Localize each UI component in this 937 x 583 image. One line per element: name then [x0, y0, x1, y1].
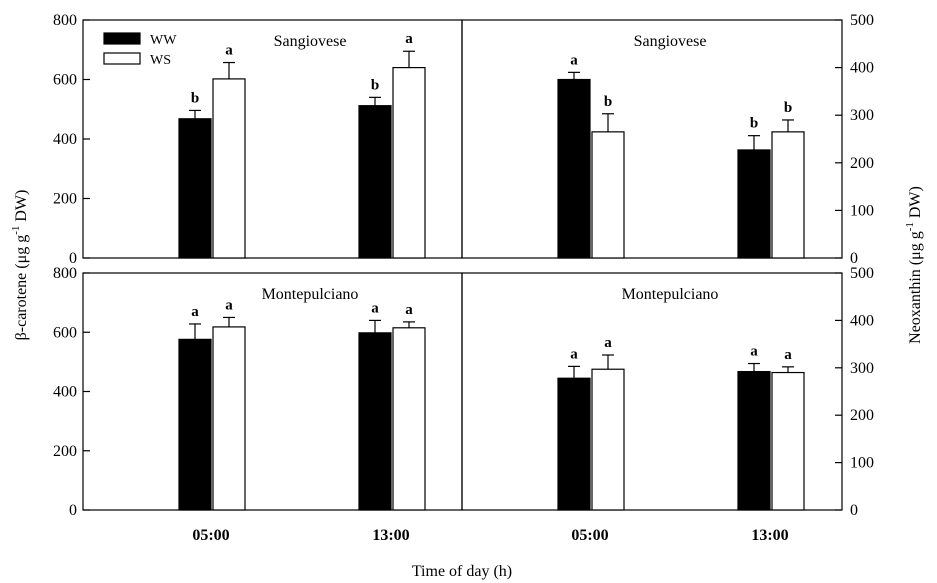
- panel-title: Montepulciano: [262, 286, 359, 303]
- significance-letter: b: [191, 90, 199, 106]
- bar-ws-0500: [591, 368, 625, 511]
- bar-ww-1300: [358, 105, 392, 259]
- y-tick-label: 400: [53, 131, 77, 148]
- y-tick-label: 200: [53, 191, 77, 208]
- legend: WW WS: [103, 32, 177, 68]
- y-tick-label: 200: [850, 407, 874, 424]
- panel-title: Sangiovese: [274, 33, 347, 50]
- y-tick-label: 600: [53, 72, 77, 89]
- legend-label-ww: WW: [150, 33, 177, 48]
- legend-swatch-ww: [103, 32, 141, 45]
- significance-letter: a: [225, 297, 233, 313]
- panel-title: Sangiovese: [634, 33, 707, 50]
- y-tick-label: 500: [850, 12, 874, 29]
- bar-ww-1300: [737, 370, 771, 511]
- y-tick-label: 800: [53, 12, 77, 29]
- x-axis-title: Time of day (h): [412, 563, 512, 580]
- x-category-label: 13:00: [751, 527, 788, 544]
- y-tick-label: 200: [53, 443, 77, 460]
- legend-swatch-ws: [103, 52, 141, 65]
- panel-beta-carotene-sangiovese: 0 200 400 600 800 Sangiovese b b a a: [53, 12, 463, 267]
- significance-letter: a: [405, 302, 413, 318]
- bar-ws-1300: [771, 371, 805, 511]
- y-tick-label: 400: [53, 384, 77, 401]
- significance-letter: b: [750, 116, 758, 132]
- panel-frame: [461, 272, 843, 511]
- significance-letter: a: [784, 347, 792, 363]
- significance-letter: a: [570, 346, 578, 362]
- bar-ww-0500: [557, 377, 591, 511]
- bar-ws-1300: [771, 131, 805, 259]
- panel-title: Montepulciano: [622, 286, 719, 303]
- significance-letter: a: [191, 304, 199, 320]
- significance-letter: b: [784, 100, 792, 116]
- y-tick-label: 300: [850, 360, 874, 377]
- significance-letter: a: [225, 43, 233, 59]
- y-tick-label: 100: [850, 455, 874, 472]
- bar-ws-0500: [212, 78, 246, 259]
- panel-beta-carotene-montepulciano: 0 200 400 600 800 Montepulciano a a a a 05:00 13:00: [53, 265, 463, 544]
- legend-label-ws: WS: [150, 53, 171, 68]
- bar-ws-0500: [212, 326, 246, 511]
- y-tick-label: 600: [53, 324, 77, 341]
- y-tick-label: 400: [850, 60, 874, 77]
- significance-letter: a: [750, 344, 758, 360]
- bar-ws-1300: [392, 66, 426, 259]
- significance-letter: a: [405, 31, 413, 47]
- bar-ww-0500: [178, 118, 212, 259]
- panel-neoxanthin-sangiovese: 0 100 200 300 400 500 Sangiovese a b b b: [461, 12, 874, 267]
- y-tick-label: 100: [850, 202, 874, 219]
- significance-letter: a: [604, 335, 612, 351]
- significance-letter: b: [371, 77, 379, 93]
- right-y-axis-title: Neoxanthin (μg g-1 DW): [904, 186, 924, 344]
- y-tick-label: 0: [69, 502, 77, 519]
- left-y-axis-title: β-carotene (μg g-1 DW): [10, 190, 30, 341]
- x-category-label: 05:00: [192, 527, 229, 544]
- y-tick-label: 500: [850, 265, 874, 282]
- y-tick-label: 0: [850, 502, 858, 519]
- panel-neoxanthin-montepulciano: 0 100 200 300 400 500 Montepulciano a a a a 05:00 13…: [461, 265, 874, 544]
- significance-letter: a: [570, 52, 578, 68]
- x-category-label: 13:00: [372, 527, 409, 544]
- bar-ws-0500: [591, 131, 625, 259]
- bar-ww-1300: [358, 332, 392, 511]
- y-tick-label: 200: [850, 155, 874, 172]
- bar-ww-0500: [178, 338, 212, 511]
- panel-frame: [461, 19, 843, 259]
- bar-ws-1300: [392, 327, 426, 511]
- y-tick-label: 0: [850, 250, 858, 267]
- bar-ww-0500: [557, 78, 591, 259]
- y-tick-label: 400: [850, 312, 874, 329]
- panels-layer: 0 200 400 600 800 Sangiovese b b a a 0 100 200 300 400…: [53, 12, 874, 544]
- significance-letter: b: [604, 94, 612, 110]
- axis-titles: Time of day (h) β-carotene (μg g-1 DW) Neo…: [10, 186, 924, 580]
- y-tick-label: 800: [53, 265, 77, 282]
- y-tick-label: 300: [850, 107, 874, 124]
- x-category-label: 05:00: [571, 527, 608, 544]
- bar-ww-1300: [737, 149, 771, 259]
- significance-letter: a: [371, 300, 379, 316]
- y-tick-label: 0: [69, 250, 77, 267]
